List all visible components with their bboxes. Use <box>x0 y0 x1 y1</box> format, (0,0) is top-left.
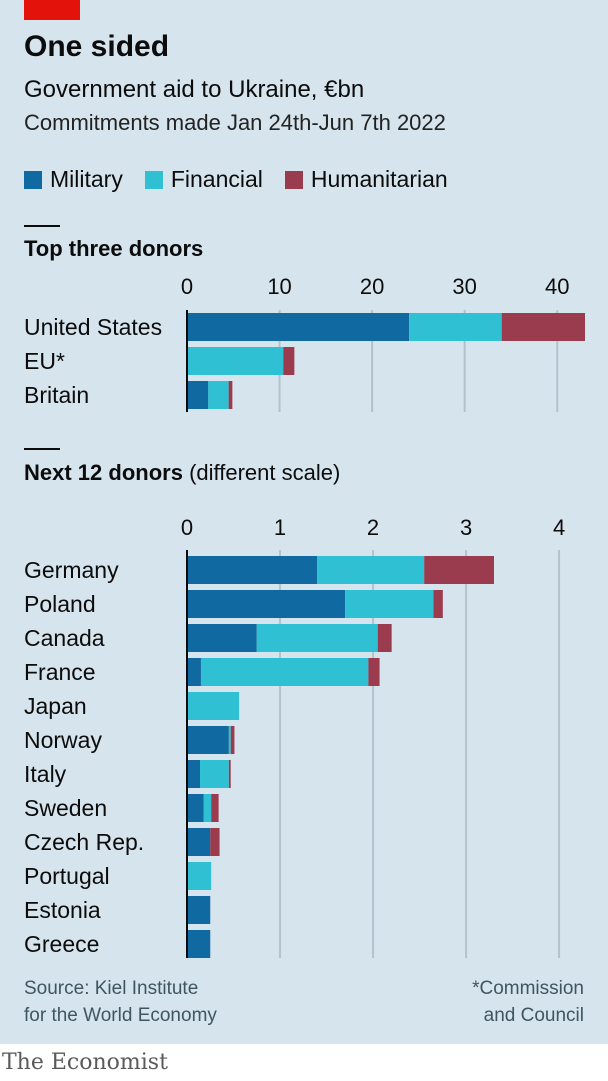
bar-financial-3 <box>200 658 369 686</box>
x-tick-label-0: 0 <box>181 274 193 299</box>
bar-humanitarian-3 <box>368 658 380 686</box>
legend-swatch-humanitarian <box>284 170 303 189</box>
bar-military-7 <box>187 794 204 822</box>
category-label-9: Portugal <box>24 863 110 889</box>
x-tick-label-10: 10 <box>267 274 291 299</box>
source-line-1: Source: Kiel Institute <box>24 978 199 999</box>
footnote: *Commission and Council <box>472 975 584 1029</box>
category-label-2: Britain <box>24 382 89 408</box>
legend-label-financial: Financial <box>170 166 263 192</box>
bar-military-11 <box>187 930 211 958</box>
category-label-8: Czech Rep. <box>24 829 144 855</box>
legend-item-humanitarian: Humanitarian <box>284 166 448 193</box>
bar-financial-2 <box>256 624 378 652</box>
legend-item-financial: Financial <box>144 166 263 193</box>
section-title-next-twelve: Next 12 donors (different scale) <box>24 460 340 486</box>
chart-panel: One sided Government aid to Ukraine, €bn… <box>0 0 608 1044</box>
category-label-3: France <box>24 659 96 685</box>
legend-item-military: Military <box>24 166 123 193</box>
x-tick-label-3: 3 <box>460 515 472 540</box>
category-label-0: United States <box>24 314 162 340</box>
x-tick-label-4: 4 <box>553 515 565 540</box>
chart-title: One sided <box>24 30 170 63</box>
x-tick-label-1: 1 <box>274 515 286 540</box>
source-note: Source: Kiel Institute for the World Eco… <box>24 975 217 1029</box>
x-tick-label-40: 40 <box>545 274 569 299</box>
bar-financial-1 <box>345 590 434 618</box>
section-title-next-twelve-text: Next 12 donors <box>24 460 183 485</box>
bar-military-5 <box>187 726 229 754</box>
section-rule-top <box>24 225 60 227</box>
bar-financial-1 <box>187 347 284 375</box>
bar-military-3 <box>187 658 201 686</box>
bar-financial-0 <box>317 556 425 584</box>
bar-military-2 <box>187 624 257 652</box>
footnote-line-2: and Council <box>483 1005 584 1026</box>
category-label-2: Canada <box>24 625 105 651</box>
category-label-11: Greece <box>24 931 99 957</box>
category-label-0: Germany <box>24 557 119 583</box>
legend-swatch-military <box>24 170 42 189</box>
category-label-7: Sweden <box>24 795 107 821</box>
chart-date-range: Commitments made Jan 24th-Jun 7th 2022 <box>24 110 446 135</box>
bar-humanitarian-8 <box>210 828 220 856</box>
bar-financial-4 <box>187 692 240 720</box>
category-label-1: EU* <box>24 348 65 374</box>
bar-humanitarian-1 <box>433 590 443 618</box>
bar-military-6 <box>187 760 201 788</box>
category-label-10: Estonia <box>24 897 101 923</box>
legend-swatch-financial <box>144 170 163 189</box>
bar-financial-6 <box>200 760 229 788</box>
bar-military-8 <box>187 828 211 856</box>
bar-humanitarian-1 <box>283 347 295 375</box>
section-title-next-twelve-note: (different scale) <box>189 460 341 485</box>
brand-red-tag <box>24 0 80 20</box>
category-label-4: Japan <box>24 693 87 719</box>
chart-next-twelve: 0 1 2 3 4 Germany Poland Canada France Japan Norwa… <box>24 515 565 958</box>
section-title-top-three: Top three donors <box>24 236 203 262</box>
bar-humanitarian-2 <box>228 381 233 409</box>
bar-financial-9 <box>187 862 212 890</box>
bar-military-2 <box>187 381 209 409</box>
bar-humanitarian-6 <box>228 760 231 788</box>
bar-financial-7 <box>203 794 212 822</box>
chart-subtitle: Government aid to Ukraine, €bn <box>24 76 365 103</box>
legend: Military Financial Humanitarian <box>24 166 460 193</box>
x-tick-label-0: 0 <box>181 515 193 540</box>
bar-financial-2 <box>208 381 229 409</box>
section-rule-next <box>24 448 60 450</box>
bar-humanitarian-2 <box>377 624 392 652</box>
bar-military-10 <box>187 896 211 924</box>
x-tick-label-2: 2 <box>367 515 379 540</box>
category-label-5: Norway <box>24 727 102 753</box>
category-label-6: Italy <box>24 761 67 787</box>
bar-financial-5 <box>228 726 231 754</box>
x-tick-label-20: 20 <box>360 274 384 299</box>
source-line-2: for the World Economy <box>24 1005 217 1026</box>
bar-humanitarian-0 <box>424 556 494 584</box>
legend-label-military: Military <box>50 166 123 192</box>
brand-name: The Economist <box>2 1050 168 1075</box>
chart-top-three: 0 10 20 30 40 United States EU* Britain <box>24 274 585 412</box>
bar-humanitarian-5 <box>230 726 235 754</box>
bar-military-1 <box>187 590 346 618</box>
bar-humanitarian-0 <box>501 313 585 341</box>
category-label-1: Poland <box>24 591 96 617</box>
bar-military-0 <box>187 556 318 584</box>
legend-label-humanitarian: Humanitarian <box>310 166 448 192</box>
bar-financial-0 <box>409 313 502 341</box>
bar-humanitarian-7 <box>211 794 219 822</box>
bar-military-0 <box>187 313 410 341</box>
x-tick-label-30: 30 <box>452 274 476 299</box>
footnote-line-1: *Commission <box>472 978 584 999</box>
section-title-top-three-text: Top three donors <box>24 236 204 261</box>
